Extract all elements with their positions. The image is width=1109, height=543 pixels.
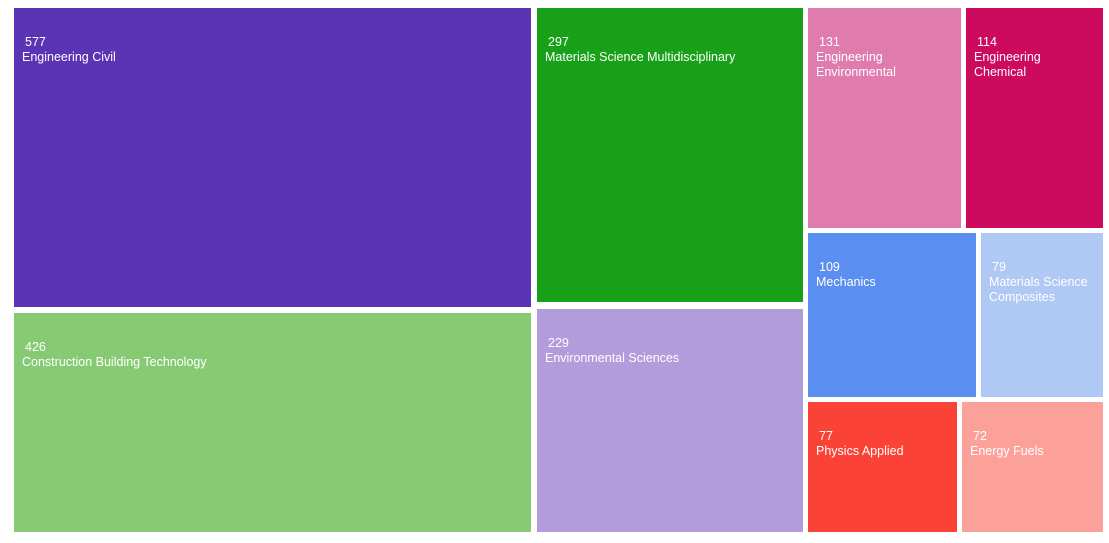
tile-text: 297 Materials Science Multidisciplinary — [537, 8, 803, 65]
tile-label: Energy Fuels — [970, 444, 1044, 458]
tile-value: 426 — [25, 340, 46, 354]
tile-value: 109 — [819, 260, 840, 274]
tile-text: 109 Mechanics — [808, 233, 976, 290]
tile-label: Materials Science Composites — [989, 275, 1088, 304]
treemap-tile-mechanics[interactable]: 109 Mechanics — [808, 233, 976, 397]
tile-value: 229 — [548, 336, 569, 350]
tile-label: Materials Science Multidisciplinary — [545, 50, 736, 64]
tile-value: 131 — [819, 35, 840, 49]
treemap-tile-engineering-chemical[interactable]: 114 Engineering Chemical — [966, 8, 1103, 228]
treemap-tile-environmental-sciences[interactable]: 229 Environmental Sciences — [537, 309, 803, 532]
tile-label: Physics Applied — [816, 444, 904, 458]
tile-text: 79 Materials Science Composites — [981, 233, 1103, 305]
tile-text: 72 Energy Fuels — [962, 402, 1103, 459]
tile-text: 131 Engineering Environmental — [808, 8, 961, 80]
tile-text: 426 Construction Building Technology — [14, 313, 531, 370]
treemap-tile-energy-fuels[interactable]: 72 Energy Fuels — [962, 402, 1103, 532]
tile-value: 72 — [973, 429, 987, 443]
treemap-tile-engineering-environmental[interactable]: 131 Engineering Environmental — [808, 8, 961, 228]
tile-label: Construction Building Technology — [22, 355, 207, 369]
treemap-tile-construction-building-technology[interactable]: 426 Construction Building Technology — [14, 313, 531, 532]
tile-text: 114 Engineering Chemical — [966, 8, 1103, 80]
treemap-tile-engineering-civil[interactable]: 577 Engineering Civil — [14, 8, 531, 307]
tile-text: 577 Engineering Civil — [14, 8, 531, 65]
tile-value: 77 — [819, 429, 833, 443]
tile-value: 79 — [992, 260, 1006, 274]
tile-label: Mechanics — [816, 275, 876, 289]
tile-label: Engineering Civil — [22, 50, 116, 64]
tile-value: 297 — [548, 35, 569, 49]
tile-label: Engineering Environmental — [816, 50, 896, 79]
tile-text: 229 Environmental Sciences — [537, 309, 803, 366]
treemap-tile-physics-applied[interactable]: 77 Physics Applied — [808, 402, 957, 532]
treemap-tile-materials-science-multidisciplinary[interactable]: 297 Materials Science Multidisciplinary — [537, 8, 803, 302]
tile-label: Environmental Sciences — [545, 351, 680, 365]
tile-text: 77 Physics Applied — [808, 402, 957, 459]
tile-value: 577 — [25, 35, 46, 49]
tile-value: 114 — [977, 35, 997, 49]
treemap-tile-materials-science-composites[interactable]: 79 Materials Science Composites — [981, 233, 1103, 397]
tile-label: Engineering Chemical — [974, 50, 1041, 79]
